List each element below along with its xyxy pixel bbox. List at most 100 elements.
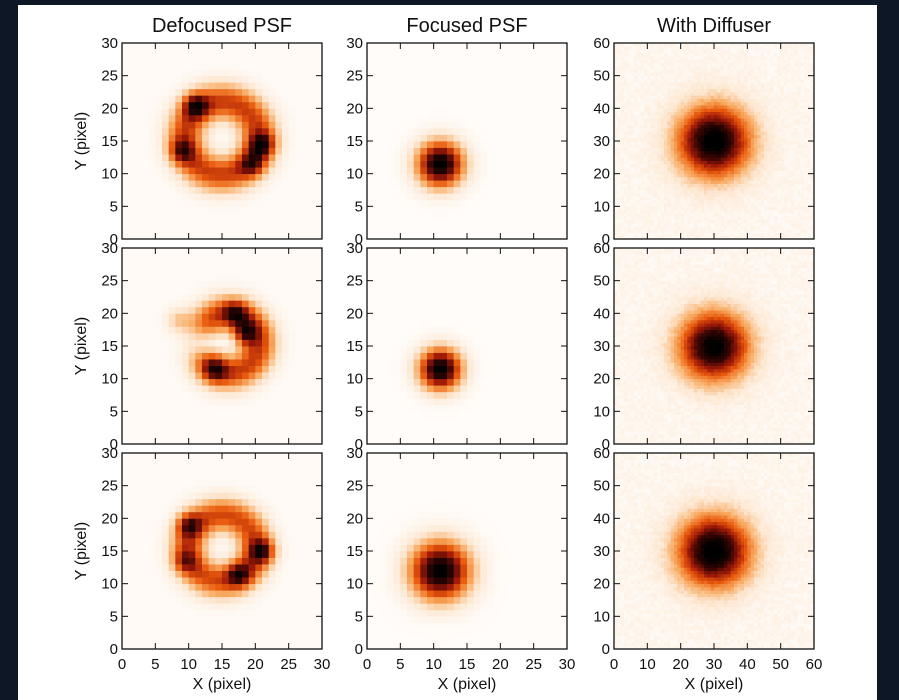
heatmap-cell bbox=[367, 82, 375, 90]
heatmap-cell bbox=[148, 225, 156, 233]
heatmap-cell bbox=[393, 319, 401, 327]
heatmap-cell bbox=[135, 417, 143, 425]
heatmap-cell bbox=[407, 635, 415, 643]
heatmap-cell bbox=[262, 551, 270, 558]
heatmap-cell bbox=[162, 206, 170, 214]
heatmap-cell bbox=[440, 609, 448, 617]
heatmap-cell bbox=[168, 472, 176, 480]
heatmap-cell bbox=[275, 248, 283, 255]
heatmap-cell bbox=[373, 248, 381, 255]
heatmap-cell bbox=[487, 267, 495, 275]
heatmap-cell bbox=[142, 101, 150, 109]
heatmap-cell bbox=[222, 492, 230, 500]
heatmap-cell bbox=[215, 629, 223, 637]
heatmap-cell bbox=[175, 254, 183, 262]
heatmap-cell bbox=[480, 326, 488, 334]
heatmap-cell bbox=[547, 590, 555, 598]
heatmap-cell bbox=[182, 622, 190, 630]
heatmap-cell bbox=[447, 254, 455, 262]
heatmap-cell bbox=[295, 590, 303, 598]
heatmap-cell bbox=[560, 346, 568, 353]
heatmap-cell bbox=[262, 642, 270, 650]
heatmap-cell bbox=[175, 43, 183, 50]
heatmap-cell bbox=[513, 313, 521, 321]
heatmap-cell bbox=[168, 274, 176, 282]
heatmap-cell bbox=[308, 385, 316, 393]
heatmap-cell bbox=[547, 173, 555, 181]
heatmap-cell bbox=[282, 160, 290, 168]
heatmap-cell bbox=[487, 300, 495, 308]
heatmap-cell bbox=[440, 590, 448, 598]
heatmap-cell bbox=[228, 359, 236, 366]
heatmap-cell bbox=[202, 261, 210, 268]
heatmap-cell bbox=[188, 287, 196, 295]
heatmap-cell bbox=[215, 274, 223, 282]
heatmap-cell bbox=[262, 635, 270, 643]
heatmap-cell bbox=[480, 88, 488, 96]
heatmap-cell bbox=[400, 590, 408, 598]
heatmap-cell bbox=[208, 622, 216, 630]
heatmap-cell bbox=[420, 127, 428, 135]
heatmap-cell bbox=[447, 352, 455, 360]
heatmap-cell bbox=[387, 313, 395, 321]
heatmap-cell bbox=[188, 193, 196, 201]
heatmap-cell bbox=[393, 287, 401, 295]
heatmap-cell bbox=[308, 254, 316, 262]
heatmap-cell bbox=[487, 225, 495, 233]
heatmap-cell bbox=[135, 108, 143, 116]
heatmap-cell bbox=[255, 359, 263, 366]
heatmap-cell bbox=[513, 430, 521, 438]
heatmap-cell bbox=[155, 88, 163, 96]
heatmap-cell bbox=[295, 622, 303, 630]
heatmap-cell bbox=[480, 293, 488, 301]
heatmap-cell bbox=[195, 544, 203, 552]
heatmap-cell bbox=[527, 134, 535, 142]
heatmap-cell bbox=[427, 590, 435, 598]
heatmap-cell bbox=[222, 206, 230, 214]
heatmap-cell bbox=[315, 180, 323, 188]
heatmap-cell bbox=[527, 82, 535, 90]
heatmap-cell bbox=[262, 466, 270, 473]
heatmap-cell bbox=[182, 629, 190, 637]
heatmap-cell bbox=[275, 141, 283, 148]
heatmap-cell bbox=[387, 95, 395, 103]
heatmap-cell bbox=[268, 505, 276, 513]
heatmap-cell bbox=[500, 280, 508, 288]
heatmap-cell bbox=[547, 225, 555, 233]
heatmap-cell bbox=[453, 346, 461, 353]
heatmap-cell bbox=[142, 505, 150, 513]
heatmap-cell bbox=[202, 622, 210, 630]
heatmap-cell bbox=[473, 154, 481, 161]
heatmap-cell bbox=[195, 531, 203, 539]
heatmap-cell bbox=[393, 293, 401, 301]
heatmap-cell bbox=[228, 459, 236, 467]
heatmap-cell bbox=[520, 287, 528, 295]
heatmap-cell bbox=[302, 82, 310, 90]
heatmap-cell bbox=[407, 642, 415, 650]
heatmap-cell bbox=[533, 267, 541, 275]
heatmap-cell bbox=[540, 437, 548, 445]
heatmap-cell bbox=[175, 339, 183, 347]
heatmap-cell bbox=[182, 346, 190, 353]
heatmap-cell bbox=[262, 267, 270, 275]
heatmap-cell bbox=[400, 141, 408, 148]
heatmap-cell bbox=[268, 332, 276, 340]
heatmap-cell bbox=[228, 391, 236, 399]
heatmap-cell bbox=[373, 319, 381, 327]
heatmap-cell bbox=[128, 212, 136, 220]
heatmap-cell bbox=[400, 206, 408, 214]
heatmap-cell bbox=[560, 642, 568, 650]
heatmap-cell bbox=[222, 544, 230, 552]
heatmap-cell bbox=[215, 537, 223, 545]
heatmap-cell bbox=[302, 518, 310, 526]
heatmap-cell bbox=[288, 313, 296, 321]
heatmap-cell bbox=[268, 557, 276, 565]
heatmap-cell bbox=[433, 411, 441, 419]
heatmap-cell bbox=[208, 313, 216, 321]
heatmap-cell bbox=[513, 359, 521, 366]
heatmap-cell bbox=[195, 642, 203, 650]
heatmap-cell bbox=[182, 154, 190, 161]
heatmap-cell bbox=[367, 339, 375, 347]
heatmap-cell bbox=[175, 537, 183, 545]
heatmap-cell bbox=[255, 43, 263, 50]
